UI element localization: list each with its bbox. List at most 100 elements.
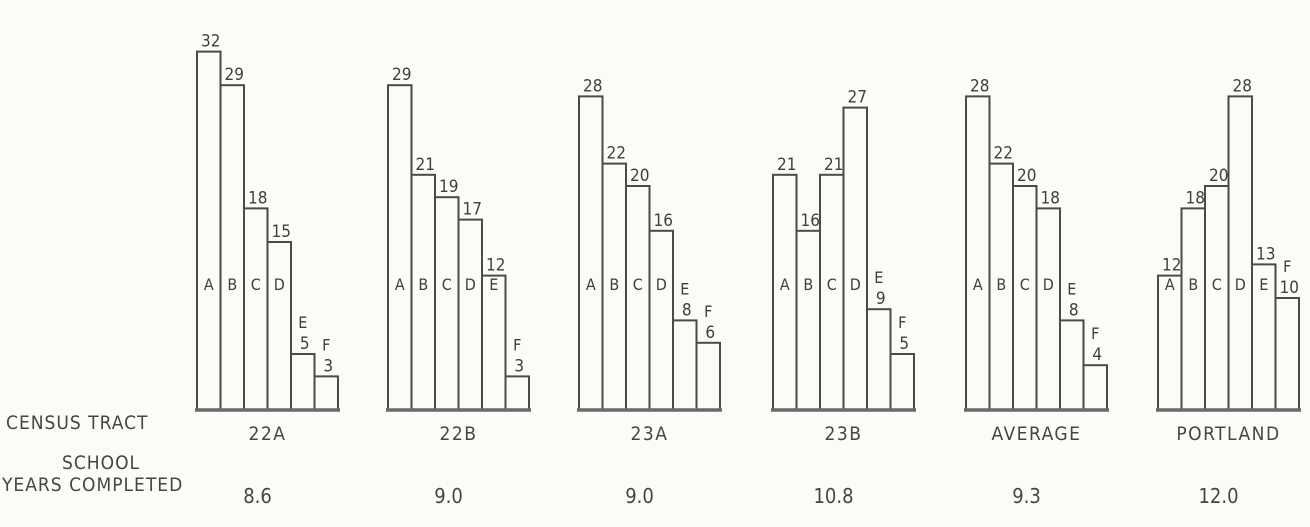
years-completed-value: 9.0	[625, 484, 654, 508]
data-label: 3	[323, 356, 333, 376]
category-label: D	[1043, 275, 1054, 294]
data-label: 15	[272, 222, 291, 242]
data-label: 21	[777, 155, 796, 175]
data-label: 32	[201, 32, 220, 52]
bar-portland-c	[1204, 185, 1230, 411]
bar-23a-f	[695, 341, 721, 411]
category-label: C	[827, 275, 837, 294]
category-label: B	[996, 275, 1006, 294]
years-completed-value: 9.3	[1012, 484, 1041, 508]
data-label: 21	[416, 155, 435, 175]
years-completed-value: 10.8	[813, 484, 853, 508]
data-label: 8	[682, 300, 692, 320]
bar-22b-e	[481, 274, 507, 411]
data-label: 22	[994, 144, 1013, 164]
bar-average-f	[1082, 364, 1108, 412]
category-label: E	[1067, 279, 1076, 298]
bar-portland-f	[1274, 297, 1300, 411]
category-label: A	[1165, 275, 1175, 294]
bar-22b-f	[504, 375, 530, 411]
category-label: B	[227, 275, 237, 294]
data-label: 3	[514, 356, 524, 376]
category-label: E	[680, 279, 689, 298]
category-label: D	[656, 275, 667, 294]
data-label: 20	[1209, 166, 1228, 186]
category-label: C	[442, 275, 452, 294]
census-tract-row-label: CENSUS TRACT	[6, 412, 149, 434]
data-label: 12	[486, 256, 505, 276]
category-label: F	[898, 313, 906, 332]
data-label: 19	[439, 177, 458, 197]
category-label: C	[633, 275, 643, 294]
category-label: A	[586, 275, 596, 294]
bar-portland-b	[1180, 207, 1206, 411]
bar-group-22b: 29 A 21 B 19 C 17 D 12E 3 F 22B 9.0	[386, 65, 531, 508]
category-label: A	[204, 275, 214, 294]
category-label: F	[322, 335, 330, 354]
data-label: 18	[1041, 188, 1060, 208]
tract-label: 23B	[825, 423, 863, 445]
bar-average-d	[1035, 207, 1061, 411]
bar-22a-d	[266, 241, 292, 411]
tract-label: PORTLAND	[1176, 423, 1280, 445]
data-label: 18	[1186, 188, 1205, 208]
years-completed-value: 8.6	[243, 484, 272, 508]
bar-portland-a	[1157, 274, 1183, 411]
category-label: C	[251, 275, 261, 294]
school-row-label: SCHOOL	[62, 452, 141, 474]
category-label: A	[395, 275, 405, 294]
data-label: 12	[1162, 256, 1181, 276]
bar-group-portland: 12A 18 B 20 C 28 D 13 E 10 F PORTLAND 12.0	[1156, 76, 1301, 508]
category-label: B	[609, 275, 619, 294]
data-label: 28	[1233, 76, 1252, 96]
bar-23a-d	[648, 229, 674, 411]
years-completed-value: 12.0	[1198, 484, 1238, 508]
data-label: 6	[705, 323, 715, 343]
bar-23b-e	[866, 308, 892, 412]
category-label: F	[1091, 324, 1099, 343]
tract-label: 23A	[631, 423, 669, 445]
tract-label: 22B	[440, 423, 478, 445]
category-label: A	[780, 275, 790, 294]
data-label: 5	[300, 334, 310, 354]
bar-22a-a	[196, 50, 222, 411]
bar-22b-a	[387, 84, 413, 411]
data-label: 21	[824, 155, 843, 175]
bar-23a-c	[625, 185, 651, 411]
tract-label: 22A	[249, 423, 287, 445]
data-label: 28	[583, 76, 602, 96]
bar-group-average: 28 A 22 B 20 C 18 D8 E 4 F AVERAGE 9.3	[964, 76, 1109, 508]
data-label: 17	[463, 200, 482, 220]
category-label: C	[1212, 275, 1222, 294]
data-label: 5	[899, 334, 909, 354]
category-label: A	[973, 275, 983, 294]
bar-23a-e	[672, 319, 698, 411]
bar-22a-b	[219, 84, 245, 411]
bar-22a-e	[290, 353, 316, 411]
data-label: 10	[1280, 278, 1299, 298]
data-label: 18	[248, 188, 267, 208]
data-label: 13	[1256, 244, 1275, 264]
years-completed-row-label: YEARS COMPLETED	[2, 474, 184, 496]
data-label: 8	[1069, 300, 1079, 320]
bar-portland-d	[1227, 95, 1253, 412]
data-label: 22	[607, 144, 626, 164]
category-label: C	[1020, 275, 1030, 294]
category-label: B	[1188, 275, 1198, 294]
data-label: 20	[1017, 166, 1036, 186]
bar-22b-d	[457, 218, 483, 411]
category-label: F	[704, 302, 712, 321]
data-label: 28	[970, 76, 989, 96]
bar-group-22a: 32 A 29 B 18 C 15 D 5 E 3 F 22A 8.6	[195, 32, 340, 508]
bar-22b-c	[434, 196, 460, 411]
category-label: F	[1283, 257, 1291, 276]
data-label: 29	[392, 65, 411, 85]
category-label: E	[489, 275, 498, 294]
category-label: F	[513, 335, 521, 354]
category-label: B	[803, 275, 813, 294]
bar-group-23b: 21 A 16 B 21 C 27 D9 E 5 F 23B 10.8	[771, 88, 916, 508]
data-label: 16	[654, 211, 673, 231]
bar-23b-b	[795, 229, 821, 411]
